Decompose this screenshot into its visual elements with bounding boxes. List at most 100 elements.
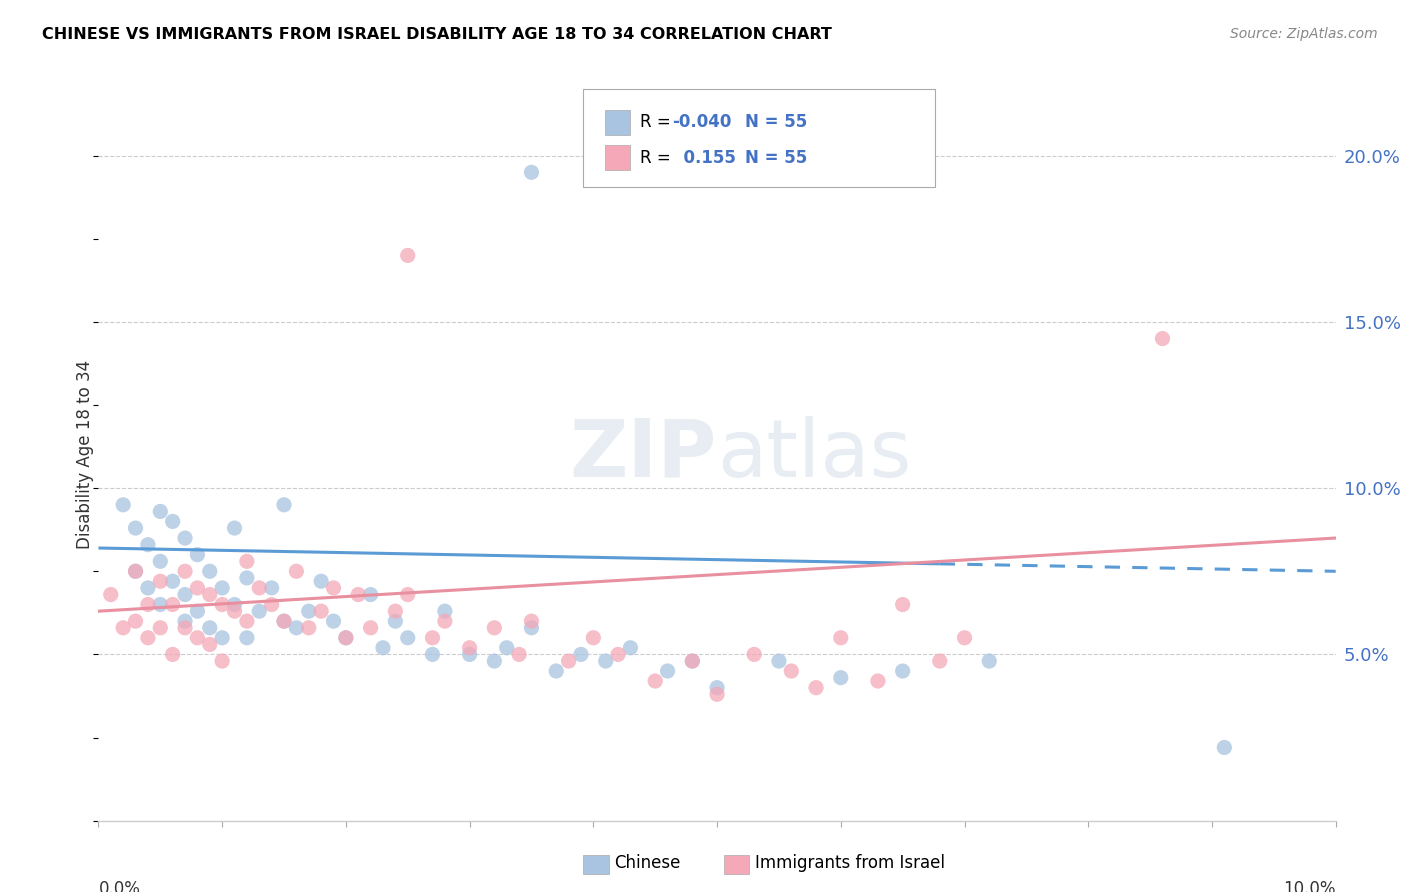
- Point: [198, 621, 221, 635]
- Point: [124, 564, 146, 578]
- Point: [186, 548, 208, 562]
- Point: [149, 598, 172, 612]
- Point: [186, 604, 208, 618]
- Point: [484, 621, 506, 635]
- Point: [198, 588, 221, 602]
- Point: [136, 581, 159, 595]
- Point: [582, 631, 605, 645]
- Text: -0.040: -0.040: [672, 113, 731, 131]
- Point: [149, 504, 172, 518]
- Point: [928, 654, 950, 668]
- Point: [285, 621, 308, 635]
- Text: Source: ZipAtlas.com: Source: ZipAtlas.com: [1230, 27, 1378, 41]
- Point: [247, 581, 270, 595]
- Point: [136, 598, 159, 612]
- Point: [458, 648, 481, 662]
- Point: [174, 614, 197, 628]
- Point: [508, 648, 530, 662]
- Text: Immigrants from Israel: Immigrants from Israel: [755, 855, 945, 872]
- Point: [260, 581, 283, 595]
- Point: [422, 631, 444, 645]
- Point: [236, 614, 259, 628]
- Text: CHINESE VS IMMIGRANTS FROM ISRAEL DISABILITY AGE 18 TO 34 CORRELATION CHART: CHINESE VS IMMIGRANTS FROM ISRAEL DISABI…: [42, 27, 832, 42]
- Point: [706, 687, 728, 701]
- Point: [124, 614, 146, 628]
- Point: [211, 581, 233, 595]
- Point: [1152, 332, 1174, 346]
- Point: [236, 571, 259, 585]
- Text: R =: R =: [640, 113, 676, 131]
- Point: [360, 621, 382, 635]
- Point: [384, 614, 406, 628]
- Point: [273, 614, 295, 628]
- Point: [149, 621, 172, 635]
- Point: [174, 564, 197, 578]
- Point: [224, 604, 246, 618]
- Point: [224, 521, 246, 535]
- Point: [162, 598, 184, 612]
- Point: [866, 673, 889, 688]
- Point: [309, 604, 332, 618]
- Point: [396, 248, 419, 262]
- Point: [891, 598, 914, 612]
- Point: [830, 631, 852, 645]
- Point: [335, 631, 357, 645]
- Point: [520, 614, 543, 628]
- Point: [285, 564, 308, 578]
- Point: [557, 654, 579, 668]
- Point: [174, 588, 197, 602]
- Point: [211, 631, 233, 645]
- Point: [780, 664, 803, 678]
- Point: [347, 588, 370, 602]
- Point: [162, 648, 184, 662]
- Point: [198, 564, 221, 578]
- Point: [979, 654, 1001, 668]
- Point: [112, 621, 135, 635]
- Point: [595, 654, 617, 668]
- Point: [298, 604, 321, 618]
- Point: [569, 648, 592, 662]
- Text: ZIP: ZIP: [569, 416, 717, 494]
- Text: 10.0%: 10.0%: [1284, 880, 1336, 892]
- Point: [520, 621, 543, 635]
- Point: [742, 648, 765, 662]
- Text: Chinese: Chinese: [614, 855, 681, 872]
- Point: [162, 515, 184, 529]
- Point: [211, 654, 233, 668]
- Point: [495, 640, 517, 655]
- Point: [335, 631, 357, 645]
- Point: [371, 640, 394, 655]
- Point: [619, 640, 641, 655]
- Point: [384, 604, 406, 618]
- Point: [322, 581, 344, 595]
- Point: [891, 664, 914, 678]
- Point: [112, 498, 135, 512]
- Point: [136, 631, 159, 645]
- Point: [149, 574, 172, 589]
- Text: atlas: atlas: [717, 416, 911, 494]
- Point: [162, 574, 184, 589]
- Point: [458, 640, 481, 655]
- Point: [236, 554, 259, 568]
- Point: [211, 598, 233, 612]
- Point: [273, 498, 295, 512]
- Point: [224, 598, 246, 612]
- Point: [236, 631, 259, 645]
- Point: [644, 673, 666, 688]
- Point: [953, 631, 976, 645]
- Point: [681, 654, 703, 668]
- Point: [607, 648, 630, 662]
- Text: N = 55: N = 55: [745, 149, 807, 167]
- Text: 0.155: 0.155: [672, 149, 735, 167]
- Point: [484, 654, 506, 668]
- Point: [681, 654, 703, 668]
- Point: [657, 664, 679, 678]
- Point: [433, 604, 456, 618]
- Point: [360, 588, 382, 602]
- Point: [186, 631, 208, 645]
- Point: [396, 631, 419, 645]
- Point: [136, 538, 159, 552]
- Point: [247, 604, 270, 618]
- Point: [309, 574, 332, 589]
- Point: [100, 588, 122, 602]
